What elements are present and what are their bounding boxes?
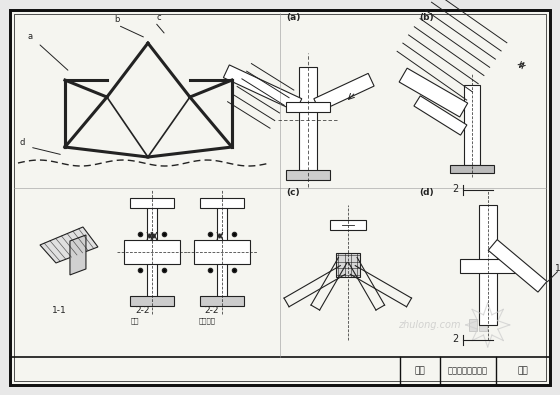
Bar (286, 102, 330, 112)
Text: (a): (a) (286, 13, 300, 22)
Bar (460, 259, 515, 273)
Bar (330, 220, 366, 230)
Text: （梯形）: （梯形） (199, 317, 216, 324)
Text: (d): (d) (420, 188, 435, 197)
Bar (479, 205, 497, 325)
Polygon shape (414, 96, 467, 135)
Bar (124, 240, 180, 264)
Text: 2-2: 2-2 (135, 306, 150, 315)
Bar (130, 296, 174, 306)
Text: d: d (20, 138, 25, 147)
Polygon shape (314, 73, 374, 111)
Bar (336, 253, 360, 277)
Polygon shape (488, 240, 547, 292)
Bar (130, 198, 174, 208)
Text: 图名: 图名 (414, 367, 425, 375)
Text: 2: 2 (452, 184, 459, 194)
Bar (286, 170, 330, 180)
Bar (464, 85, 480, 165)
Bar (479, 319, 487, 331)
Bar (299, 67, 317, 172)
Text: zhulong.com: zhulong.com (399, 320, 461, 330)
Text: (c): (c) (286, 188, 300, 197)
Text: (b): (b) (420, 13, 435, 22)
Text: 2-2: 2-2 (204, 306, 218, 315)
Polygon shape (223, 65, 302, 111)
Bar (469, 319, 477, 331)
Polygon shape (399, 68, 468, 117)
Text: c: c (157, 13, 161, 22)
Text: a: a (28, 32, 33, 41)
Polygon shape (70, 235, 86, 275)
Text: 三钰拱式天窗节点: 三钰拱式天窗节点 (447, 367, 488, 375)
Bar (450, 165, 494, 173)
Text: 图页: 图页 (517, 367, 528, 375)
Text: 1-1: 1-1 (52, 306, 67, 315)
Bar (147, 202, 157, 302)
Bar (217, 202, 227, 302)
Text: 焂接: 焂接 (131, 317, 139, 324)
Bar (200, 296, 244, 306)
Bar (200, 198, 244, 208)
Polygon shape (40, 227, 98, 263)
Text: 2: 2 (452, 334, 459, 344)
Text: 1: 1 (554, 264, 560, 273)
Bar (194, 240, 250, 264)
Text: b: b (114, 15, 119, 24)
